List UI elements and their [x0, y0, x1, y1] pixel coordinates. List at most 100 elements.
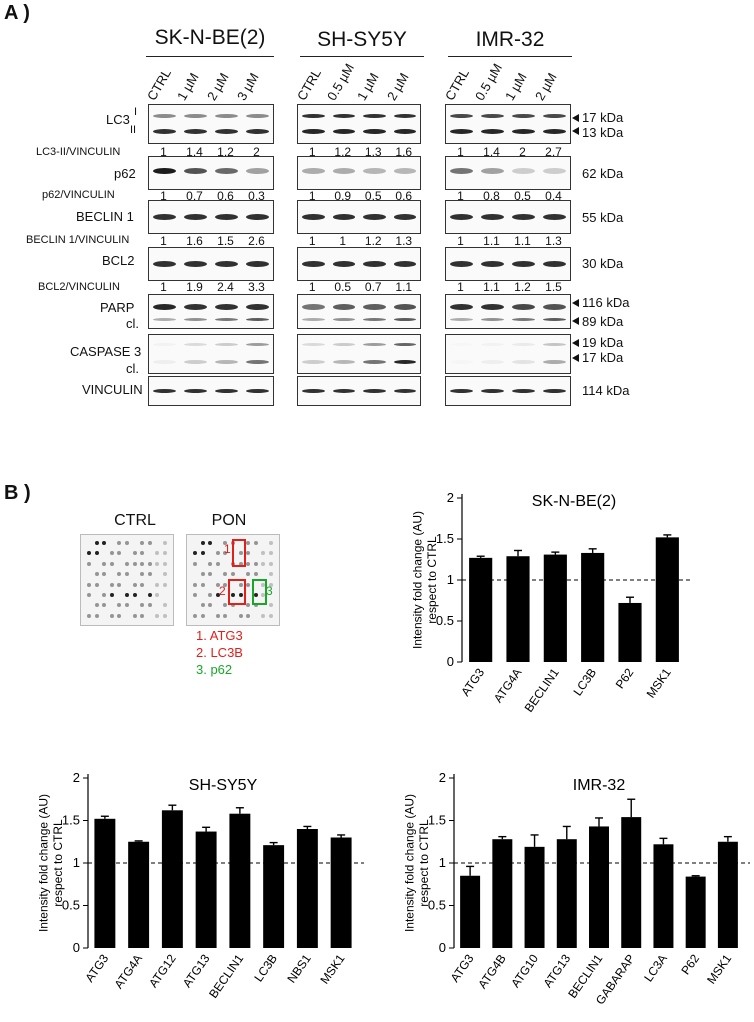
y-axis-label: Intensity fold change (AU)respect to CTR… — [37, 794, 65, 932]
blot-band — [302, 318, 325, 322]
blot-band — [302, 214, 325, 220]
array-dot — [102, 561, 107, 566]
blot-band — [512, 359, 535, 364]
ratio-value-bcl2: 1 — [160, 280, 167, 294]
blot-band — [481, 303, 504, 310]
array-dot — [140, 561, 145, 566]
blot-band — [184, 129, 207, 135]
array-dot — [117, 541, 122, 545]
x-tick-label: ATG3 — [458, 665, 487, 698]
array-dot — [109, 561, 114, 566]
blot-band — [481, 168, 504, 175]
ratio-value-lc3: 1.2 — [334, 145, 352, 159]
blot-bcl2 — [148, 247, 274, 281]
bar — [618, 602, 642, 662]
array-dot — [208, 561, 213, 566]
x-tick-label: ATG3 — [448, 951, 477, 984]
ratio-value-bcl2: 2.4 — [217, 280, 234, 294]
y-tick-label: 2 — [439, 770, 446, 785]
ratio-label-p62: p62/VINCULIN — [42, 189, 115, 201]
blot-band — [246, 129, 269, 135]
blot-band — [302, 129, 325, 135]
array-dot — [269, 603, 273, 608]
array-dot — [261, 561, 266, 566]
blot-band — [512, 303, 535, 310]
array-dot — [193, 613, 197, 618]
blot-band — [302, 168, 325, 175]
array-dot — [155, 582, 160, 587]
blot-band — [363, 168, 386, 175]
array-dot — [155, 551, 160, 556]
ratio-value-beclin: 1.6 — [186, 234, 203, 248]
ratio-value-bcl2: 1 — [457, 280, 464, 294]
kda-parp-bottom: 89 kDa — [582, 314, 624, 329]
blot-band — [332, 343, 355, 346]
row-label-beclin: BECLIN 1 — [76, 209, 134, 224]
array-dot — [117, 551, 122, 556]
legend-p62: 3. p62 — [196, 662, 233, 677]
blot-band — [481, 318, 504, 322]
x-tick-label: ATG4A — [491, 666, 525, 706]
row-label-parp-cl: cl. — [126, 316, 139, 331]
blot-band — [543, 214, 566, 220]
array-dot — [246, 603, 251, 608]
ratio-value-lc3: 2 — [519, 145, 526, 159]
kda-vinculin: 114 kDa — [582, 383, 630, 398]
array-dot — [140, 613, 145, 618]
blot-band — [450, 360, 473, 364]
blot-vinculin — [297, 376, 421, 406]
blot-band — [363, 318, 386, 322]
blot-band — [184, 318, 207, 322]
blot-band — [481, 389, 504, 393]
blot-p62 — [297, 156, 421, 190]
array-dot — [208, 541, 213, 545]
bar — [581, 552, 605, 662]
blot-band — [393, 168, 416, 175]
blot-band — [184, 343, 207, 346]
array-dot — [94, 613, 99, 618]
array-dot — [87, 561, 91, 566]
kda-lc3-top: 17 kDa — [582, 110, 624, 125]
array-dot — [163, 603, 167, 608]
blot-band — [450, 261, 473, 267]
blot-band — [332, 303, 355, 310]
array-dot — [132, 582, 137, 587]
array-dot — [117, 603, 122, 608]
row-label-bcl2: BCL2 — [102, 253, 135, 268]
array-dot — [223, 551, 228, 556]
blot-band — [512, 261, 535, 267]
x-tick-label: LC3B — [251, 952, 280, 985]
array-dot — [269, 572, 273, 577]
array-dot — [147, 561, 152, 566]
y-axis-label: Intensity fold change (AU)respect to CTR… — [403, 794, 431, 932]
blot-band — [512, 114, 535, 119]
blot-band — [543, 318, 566, 322]
array-dot — [193, 551, 197, 556]
kda-parp-top: 116 kDa — [582, 295, 630, 310]
blot-band — [543, 389, 566, 393]
blot-band — [512, 389, 535, 393]
array-dot — [163, 582, 167, 587]
lane-label: 2 µM — [204, 70, 232, 103]
bar — [524, 846, 545, 948]
array-dot — [238, 582, 243, 587]
cell-title-sknbe2: SK-N-BE(2) — [154, 26, 266, 49]
array-dot — [215, 551, 220, 556]
blot-band — [481, 114, 504, 119]
ratio-value-p62: 1 — [308, 189, 316, 203]
blot-band — [450, 114, 473, 119]
array-dot — [109, 593, 114, 597]
array-dot — [200, 582, 205, 587]
blot-band — [246, 214, 269, 220]
legend-lc3b: 2. LC3B — [196, 645, 243, 660]
bar — [589, 826, 609, 948]
array-dot — [163, 561, 167, 566]
array-dot — [155, 593, 160, 597]
x-tick-label: BECLIN1 — [522, 665, 562, 714]
blot-band — [393, 303, 416, 310]
y-tick-label: 0 — [447, 654, 454, 669]
bar-chart-sknbe2: SK-N-BE(2) 0 0.5 1 1.5 2 Intensity fold change… — [411, 490, 692, 715]
array-dot — [215, 561, 220, 566]
ratio-value-lc3: 1.2 — [217, 145, 234, 159]
ratio-value-lc3: 1.4 — [483, 145, 500, 159]
